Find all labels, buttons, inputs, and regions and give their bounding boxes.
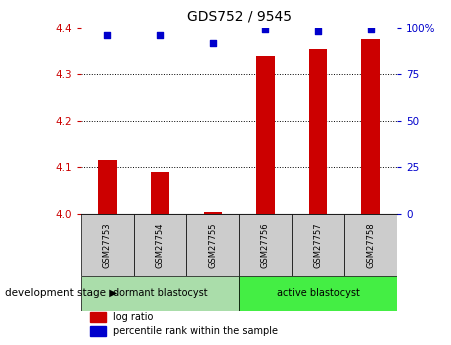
Text: GSM27755: GSM27755	[208, 222, 217, 268]
Bar	[203, 211, 222, 214]
Bar	[186, 214, 239, 276]
Text: percentile rank within the sample: percentile rank within the sample	[113, 326, 278, 336]
Text: log ratio: log ratio	[113, 312, 153, 322]
Bar	[90, 312, 106, 322]
Text: GSM27753: GSM27753	[103, 222, 112, 268]
Text: GSM27754: GSM27754	[156, 222, 165, 268]
Point	[104, 32, 111, 38]
Bar	[98, 160, 117, 214]
Bar	[256, 56, 275, 214]
Point	[262, 27, 269, 32]
Text: GSM27756: GSM27756	[261, 222, 270, 268]
Bar	[361, 39, 380, 214]
Bar	[90, 326, 106, 336]
Text: dormant blastocyst: dormant blastocyst	[113, 288, 207, 298]
Bar	[239, 276, 397, 310]
Bar	[239, 214, 292, 276]
Point	[314, 29, 322, 34]
Bar	[81, 214, 134, 276]
Text: active blastocyst: active blastocyst	[276, 288, 359, 298]
Text: GSM27758: GSM27758	[366, 222, 375, 268]
Bar	[292, 214, 344, 276]
Point	[156, 32, 164, 38]
Bar	[344, 214, 397, 276]
Bar	[81, 276, 239, 310]
Point	[367, 27, 374, 32]
Bar	[309, 49, 327, 214]
Text: GSM27757: GSM27757	[313, 222, 322, 268]
Bar	[134, 214, 186, 276]
Title: GDS752 / 9545: GDS752 / 9545	[187, 10, 291, 24]
Text: development stage ▶: development stage ▶	[5, 288, 117, 298]
Point	[209, 40, 216, 45]
Bar	[151, 172, 169, 214]
